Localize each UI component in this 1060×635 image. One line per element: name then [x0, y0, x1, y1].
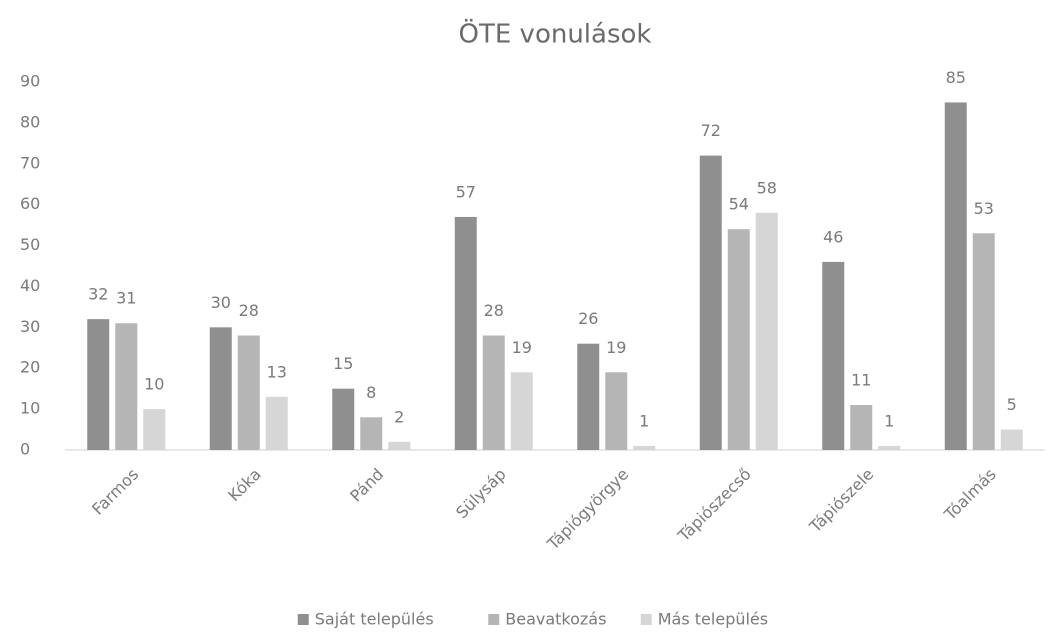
data-label: 11 — [851, 371, 871, 390]
data-label: 19 — [512, 338, 532, 357]
bar — [878, 445, 901, 450]
bar — [972, 233, 995, 450]
data-label: 32 — [88, 285, 108, 304]
data-label: 72 — [701, 121, 721, 140]
data-label: 28 — [484, 301, 504, 320]
data-label: 1 — [884, 411, 894, 430]
data-label: 58 — [757, 178, 777, 197]
data-label: 28 — [239, 301, 259, 320]
legend-swatch — [640, 614, 652, 625]
bar — [1000, 429, 1023, 450]
legend-label: Más település — [658, 610, 768, 629]
legend: Saját település Beavatkozás Más település — [297, 610, 768, 629]
legend-swatch — [488, 614, 500, 625]
bar — [727, 229, 750, 450]
y-tick-label: 90 — [20, 72, 40, 91]
data-label: 10 — [144, 375, 164, 394]
bar — [388, 441, 411, 450]
data-label: 15 — [333, 354, 353, 373]
legend-label: Beavatkozás — [505, 610, 606, 629]
legend-label: Saját település — [315, 610, 434, 629]
y-tick-label: 60 — [20, 194, 40, 213]
y-tick-label: 50 — [20, 235, 40, 254]
chart-title: ÖTE vonulások — [459, 18, 652, 50]
bar — [850, 405, 873, 450]
bar — [944, 102, 967, 450]
bar — [143, 409, 166, 450]
bar — [605, 372, 628, 450]
y-tick-label: 80 — [20, 112, 40, 131]
data-label: 57 — [456, 182, 476, 201]
bar — [237, 335, 260, 450]
bar — [454, 216, 477, 450]
data-label: 5 — [1007, 395, 1017, 414]
data-label: 53 — [974, 199, 994, 218]
y-tick-label: 70 — [20, 153, 40, 172]
data-label: 85 — [946, 68, 966, 87]
x-tick-label: Kóka — [224, 465, 265, 506]
bar — [510, 372, 533, 450]
x-tick-label: Tápiógyörgye — [543, 465, 632, 554]
data-label: 26 — [578, 309, 598, 328]
y-tick-label: 30 — [20, 317, 40, 336]
data-label: 13 — [267, 362, 287, 381]
bar — [577, 343, 600, 450]
x-tick-label: Pánd — [346, 465, 387, 506]
bar — [755, 212, 778, 450]
bar — [482, 335, 505, 450]
x-tick-label: Tápiószele — [805, 465, 877, 537]
y-tick-label: 40 — [20, 276, 40, 295]
x-tick-label: Tóalmás — [940, 465, 1000, 525]
data-label: 30 — [211, 293, 231, 312]
x-tick-label: Tápiószecső — [674, 465, 755, 546]
x-tick-label: Farmos — [88, 465, 142, 519]
bar — [265, 396, 288, 450]
bar — [115, 323, 138, 450]
data-label: 31 — [116, 289, 136, 308]
bar — [209, 327, 232, 450]
data-label: 46 — [823, 227, 843, 246]
x-tick-label: Sülysáp — [452, 465, 510, 523]
bar — [332, 388, 355, 450]
bar — [699, 155, 722, 450]
data-label: 54 — [729, 195, 749, 214]
data-label: 2 — [394, 407, 404, 426]
legend-swatch — [297, 614, 309, 625]
bar — [87, 319, 110, 450]
data-label: 8 — [366, 383, 376, 402]
y-tick-label: 0 — [20, 440, 30, 459]
y-tick-label: 10 — [20, 399, 40, 418]
bar — [822, 261, 845, 450]
bar — [633, 445, 656, 450]
bar — [360, 417, 383, 450]
data-label: 1 — [639, 411, 649, 430]
y-tick-label: 20 — [20, 358, 40, 377]
data-label: 19 — [606, 338, 626, 357]
